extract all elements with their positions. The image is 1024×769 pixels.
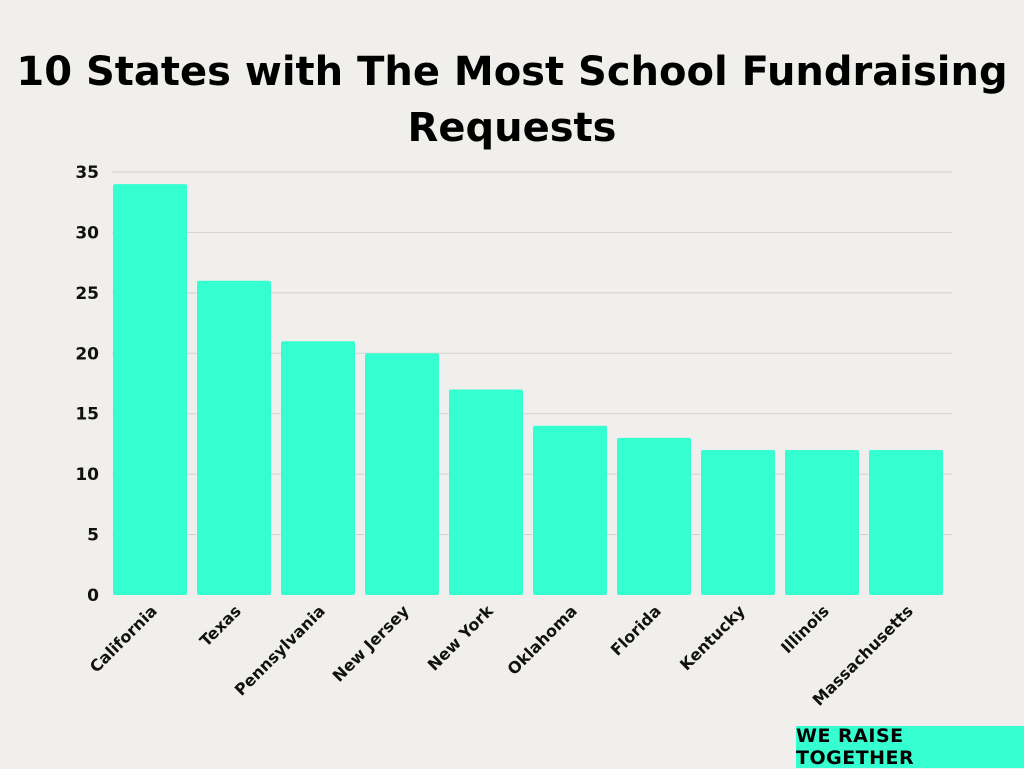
y-tick-label: 0 — [87, 586, 99, 606]
x-category-label: Florida — [607, 601, 665, 659]
y-tick-label: 35 — [75, 163, 99, 183]
bar-illinois — [785, 449, 859, 595]
y-tick-label: 20 — [75, 344, 99, 364]
bar-massachusetts — [869, 449, 943, 595]
bar-oklahoma — [533, 425, 607, 595]
bar-california — [113, 184, 187, 596]
x-category-label: New Jersey — [329, 601, 414, 686]
x-category-label: Texas — [196, 601, 245, 650]
y-tick-label: 30 — [75, 223, 99, 243]
brand-badge: WE RAISE TOGETHER — [796, 725, 1024, 769]
x-category-label: Kentucky — [676, 601, 749, 674]
x-category-label: Pennsylvania — [231, 601, 329, 699]
x-category-label: New York — [424, 601, 497, 674]
y-tick-label: 25 — [75, 284, 99, 304]
y-tick-label: 15 — [75, 405, 99, 425]
bar-texas — [197, 280, 271, 595]
bar-florida — [617, 437, 691, 595]
y-axis-ticks: 0 5 10 15 20 25 30 35 — [75, 163, 99, 606]
y-tick-label: 10 — [75, 465, 99, 485]
x-category-label: Illinois — [777, 601, 833, 657]
bar-new-york — [449, 389, 523, 595]
bars — [113, 184, 943, 596]
chart-title: 10 States with The Most School Fundraisi… — [16, 49, 1008, 151]
bar-new-jersey — [365, 353, 439, 595]
bar-pennsylvania — [281, 341, 355, 595]
x-category-label: Oklahoma — [503, 601, 580, 678]
x-category-label: California — [86, 601, 161, 676]
bar-kentucky — [701, 449, 775, 595]
y-tick-label: 5 — [87, 526, 99, 546]
